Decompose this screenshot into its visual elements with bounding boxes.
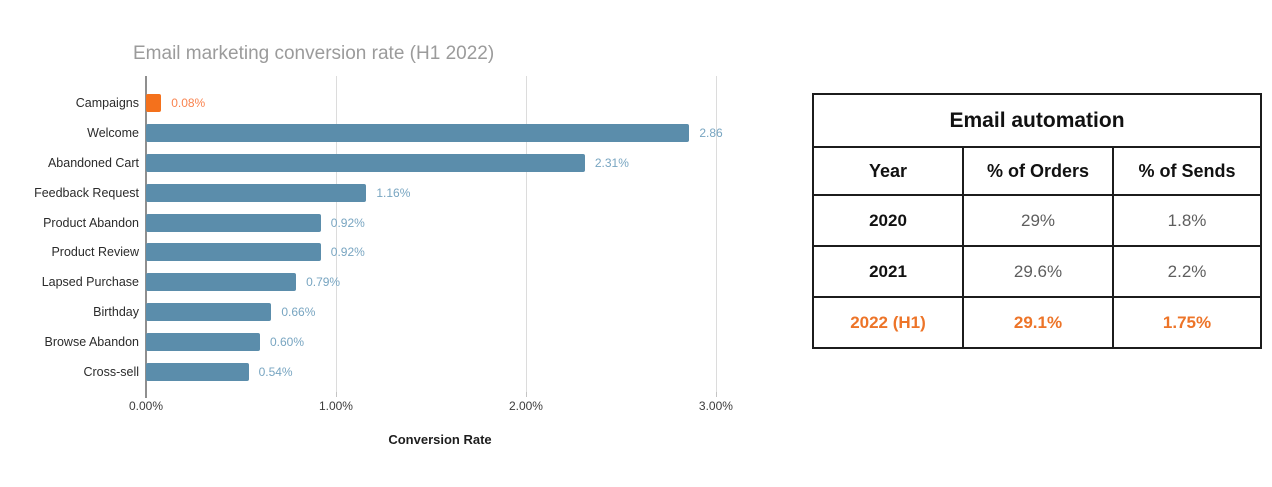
year-cell: 2021 — [812, 245, 964, 298]
bar-value-label: 0.60% — [269, 335, 305, 350]
orders-cell: 29.1% — [962, 296, 1114, 349]
bar-value-label: 0.54% — [258, 365, 293, 380]
bar-area: 2.31% — [146, 148, 734, 178]
bar-area: 2.86 — [146, 118, 734, 148]
x-tick-mark — [715, 392, 717, 397]
bar-value-label: 2.86 — [699, 125, 723, 140]
bar-area: 0.54% — [146, 357, 734, 387]
category-label: Abandoned Cart — [47, 155, 139, 170]
year-cell: 2020 — [812, 194, 964, 247]
table-title: Email automation — [811, 93, 1263, 148]
email-automation-table: Email automation Year% of Orders% of Send… — [811, 93, 1263, 349]
bar-value-label: 0.66% — [281, 305, 316, 320]
year-cell: 2022 (H1) — [812, 296, 964, 349]
table-column-header: % of Sends — [1111, 146, 1263, 196]
chart-row: Product Abandon 0.92% — [0, 208, 734, 238]
x-tick-label: 2.00% — [508, 399, 543, 413]
bar — [146, 273, 297, 292]
bar — [146, 93, 162, 112]
chart-row: Abandoned Cart 2.31% — [0, 148, 734, 178]
bar-area: 0.08% — [146, 88, 734, 118]
chart-rows: Campaigns 0.08% Welcome 2.86 Abandoned Cart 2… — [0, 76, 734, 396]
category-label: Cross-sell — [83, 365, 139, 380]
table-column-header: Year — [812, 146, 964, 196]
plot-gridlines — [146, 76, 734, 396]
x-axis-title: Conversion Rate — [388, 432, 492, 447]
bar-value-label: 0.92% — [330, 215, 365, 230]
table-header-row: Year% of Orders% of Sends — [812, 146, 1263, 196]
category-label: Campaigns — [75, 95, 139, 110]
table-title-row: Email automation — [811, 93, 1263, 148]
chart-row: Lapsed Purchase 0.79% — [0, 267, 734, 297]
bar — [146, 363, 249, 382]
bar — [146, 123, 690, 142]
x-tick-mark — [525, 392, 527, 397]
bar — [146, 303, 272, 322]
bar-area: 0.92% — [146, 208, 734, 238]
bar — [146, 213, 321, 232]
x-tick-mark — [146, 392, 147, 397]
email-automation-section: Email automation Year% of Orders% of Send… — [811, 93, 1263, 349]
category-label: Product Abandon — [43, 215, 139, 230]
bar-value-label: 1.16% — [376, 185, 411, 200]
chart-row: Product Review 0.92% — [0, 238, 734, 268]
table-row: 2021 29.6% 2.2% — [812, 245, 1263, 298]
x-tick-mark — [335, 392, 337, 397]
gridline — [335, 76, 337, 396]
category-label: Feedback Request — [34, 185, 139, 200]
gridline — [715, 76, 717, 396]
bar — [146, 333, 260, 352]
bar-value-label: 0.79% — [306, 275, 341, 290]
bar-value-label: 0.92% — [330, 245, 365, 260]
bar-area: 0.60% — [146, 327, 734, 357]
x-axis: 0.00% 1.00% 2.00% 3.00% — [129, 392, 734, 422]
chart-title: Email marketing conversion rate (H1 2022… — [133, 43, 495, 64]
bar-area: 0.79% — [146, 267, 734, 297]
bar-area: 1.16% — [146, 178, 734, 208]
x-tick-label: 1.00% — [318, 399, 353, 413]
bar-area: 0.92% — [146, 238, 734, 268]
table-row: 2020 29% 1.8% — [812, 194, 1263, 247]
orders-cell: 29.6% — [962, 245, 1114, 298]
chart-row: Campaigns 0.08% — [0, 88, 734, 118]
bar-area: 0.66% — [146, 297, 734, 327]
bar — [146, 153, 585, 172]
bar-value-label: 2.31% — [594, 155, 629, 170]
category-label: Birthday — [93, 305, 139, 320]
chart-row: Cross-sell 0.54% — [0, 357, 734, 387]
chart-row: Feedback Request 1.16% — [0, 178, 734, 208]
category-label: Browse Abandon — [44, 335, 139, 350]
bar — [146, 183, 367, 202]
table-column-header: % of Orders — [962, 146, 1114, 196]
category-label: Welcome — [87, 125, 139, 140]
category-label: Product Review — [51, 245, 139, 260]
sends-cell: 1.8% — [1111, 194, 1263, 247]
bar-value-label: 0.08% — [171, 95, 206, 110]
orders-cell: 29% — [962, 194, 1114, 247]
chart-row: Birthday 0.66% — [0, 297, 734, 327]
x-tick-label: 0.00% — [128, 399, 164, 413]
sends-cell: 1.75% — [1111, 296, 1263, 349]
category-label: Lapsed Purchase — [41, 275, 139, 290]
table-row: 2022 (H1) 29.1% 1.75% — [812, 296, 1263, 349]
gridline — [525, 76, 527, 396]
x-tick-label: 3.00% — [698, 399, 733, 413]
chart-row: Browse Abandon 0.60% — [0, 327, 734, 357]
sends-cell: 2.2% — [1111, 245, 1263, 298]
chart-row: Welcome 2.86 — [0, 118, 734, 148]
y-axis-line — [145, 76, 147, 398]
bar — [146, 243, 321, 262]
